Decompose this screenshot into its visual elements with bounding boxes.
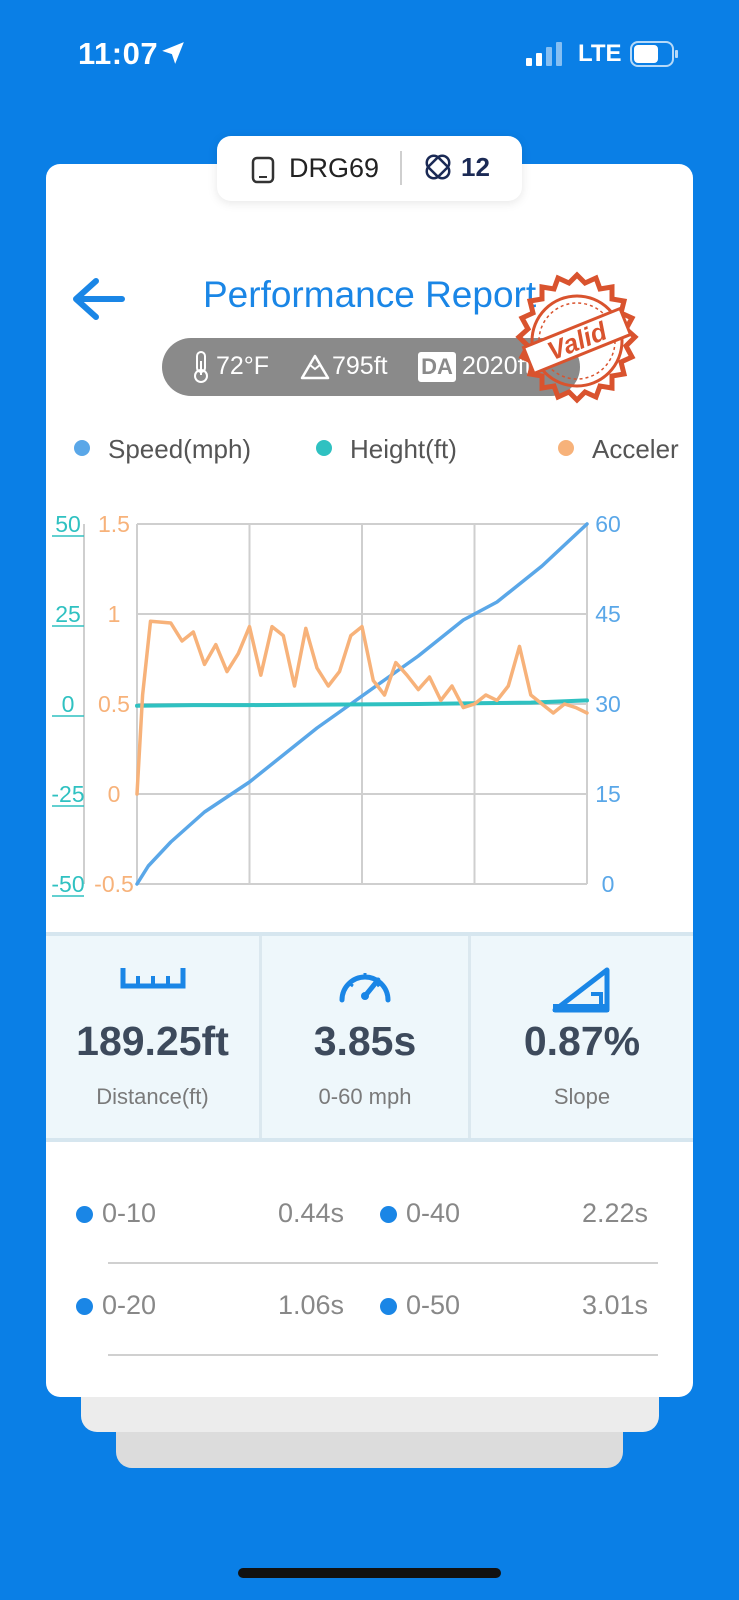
distance-value: 189.25ft — [76, 1018, 229, 1064]
stamp-label: Valid — [543, 315, 612, 366]
split-row: 0-10 0.44s 0-40 2.22s — [46, 1172, 693, 1264]
split-dot — [380, 1206, 397, 1223]
density-altitude-badge: DA — [418, 352, 456, 382]
split-row: 0-20 1.06s 0-50 3.01s — [46, 1264, 693, 1356]
device-icon — [251, 156, 275, 184]
split-dot — [76, 1298, 93, 1315]
accel-axis-tick: 0.5 — [98, 691, 130, 717]
legend-dot — [558, 440, 574, 457]
height-axis-tick: 25 — [55, 601, 81, 627]
performance-report-card: Performance Report 72°F 795ft DA 2020ft … — [46, 164, 693, 1397]
network-type: LTE — [578, 40, 622, 67]
pill-divider — [400, 151, 402, 185]
accel-axis-tick: -0.5 — [94, 871, 134, 897]
legend-dot — [316, 440, 332, 457]
temperature: 72°F — [216, 352, 270, 380]
height-axis-tick: 0 — [62, 691, 75, 717]
series-line-speed — [135, 522, 589, 886]
speed-axis-tick: 60 — [595, 511, 621, 537]
legend-label: Acceler — [592, 434, 679, 464]
zero-to-sixty-value: 3.85s — [313, 1018, 417, 1064]
series-line-height — [135, 698, 589, 708]
chart-axes: 50 1.5 60 25 1 45 0 0.5 30 -25 0 15 -50 -0.5 0 — [51, 511, 620, 897]
zero-to-sixty-label: 0-60 mph — [318, 1084, 412, 1109]
height-axis-tick: -50 — [51, 871, 84, 897]
split-value: 1.06s — [277, 1290, 344, 1320]
distance-label: Distance(ft) — [96, 1084, 209, 1109]
legend-item-speed[interactable]: Speed(mph) — [74, 434, 251, 465]
stat-distance: 189.25ft Distance(ft) — [46, 936, 259, 1138]
stats-panel: 189.25ft Distance(ft) 3.85s 0-60 mph 0.8… — [46, 932, 693, 1142]
speedometer-icon — [339, 973, 391, 1003]
stat-divider — [468, 936, 471, 1138]
split-label: 0-40 — [406, 1198, 461, 1228]
split-value: 2.22s — [581, 1198, 648, 1228]
split-label: 0-50 — [406, 1290, 461, 1320]
thermometer-icon — [194, 351, 208, 383]
split-label: 0-10 — [102, 1198, 157, 1228]
page-title: Performance Report — [203, 274, 537, 315]
device-pill[interactable]: DRG69 12 — [217, 136, 522, 201]
accel-axis-tick: 0 — [108, 781, 121, 807]
battery-icon — [630, 41, 678, 67]
split-value: 0.44s — [277, 1198, 344, 1228]
conditions-pill: 72°F 795ft DA 2020ft — [162, 338, 580, 396]
legend-item-acceleration[interactable]: Acceler — [558, 434, 679, 465]
status-time: 11:07 — [78, 36, 159, 71]
chart-legend: Speed(mph) Height(ft) Acceler — [46, 434, 693, 474]
ruler-icon — [120, 968, 185, 989]
performance-chart: 50 1.5 60 25 1 45 0 0.5 30 -25 0 15 -50 -0.5 0 — [51, 511, 620, 897]
split-dot — [76, 1206, 93, 1223]
stat-divider — [259, 936, 262, 1138]
series-line-accel — [135, 619, 589, 796]
speed-axis-tick: 45 — [595, 601, 621, 627]
split-dot — [380, 1298, 397, 1315]
badge-count: 12 — [461, 152, 490, 182]
mountain-icon — [300, 354, 330, 380]
valid-stamp: Valid — [515, 271, 639, 404]
row-divider — [108, 1354, 658, 1356]
chart-series — [135, 522, 589, 886]
slope-icon — [552, 967, 610, 1013]
legend-dot — [74, 440, 90, 457]
status-bar: 11:07 LTE — [0, 0, 739, 110]
split-label: 0-20 — [102, 1290, 157, 1320]
height-axis-tick: -25 — [51, 781, 84, 807]
arrow-left-icon — [73, 278, 125, 320]
bandage-icon — [425, 154, 451, 180]
row-divider — [108, 1262, 658, 1264]
legend-label: Height(ft) — [350, 434, 457, 464]
speed-axis-tick: 30 — [595, 691, 621, 717]
back-button[interactable] — [68, 274, 132, 324]
speed-axis-tick: 0 — [602, 871, 615, 897]
cellular-signal-icon — [526, 42, 562, 66]
device-name: DRG69 — [289, 153, 380, 183]
legend-item-height[interactable]: Height(ft) — [316, 434, 457, 465]
home-indicator — [238, 1568, 501, 1578]
elevation: 795ft — [332, 352, 388, 380]
speed-axis-tick: 15 — [595, 781, 621, 807]
accel-axis-tick: 1.5 — [98, 511, 130, 537]
height-axis-tick: 50 — [55, 511, 81, 537]
stat-slope: 0.87% Slope — [471, 936, 693, 1138]
location-arrow-icon — [162, 42, 184, 64]
slope-value: 0.87% — [523, 1018, 641, 1064]
split-value: 3.01s — [581, 1290, 648, 1320]
legend-label: Speed(mph) — [108, 434, 252, 464]
slope-label: Slope — [553, 1084, 611, 1109]
stat-zero-to-sixty: 3.85s 0-60 mph — [262, 936, 468, 1138]
accel-axis-tick: 1 — [108, 601, 121, 627]
